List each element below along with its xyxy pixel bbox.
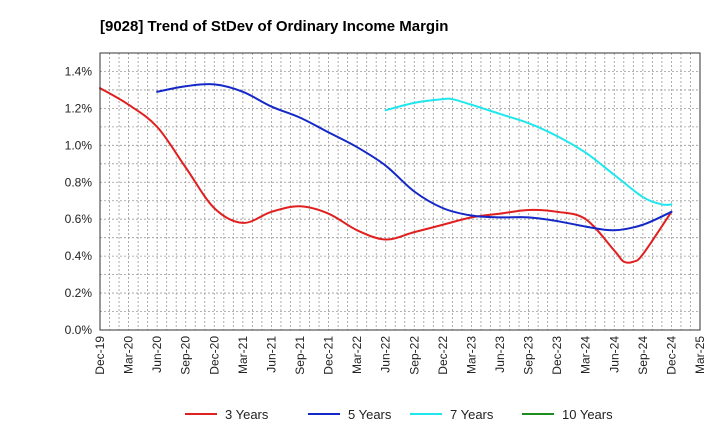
axis-layer: 0.0% 0.2% 0.4% 0.6% 0.8% 1.0% 1.2% 1.4% Dec-19 Ma… (65, 52, 707, 375)
x-tick-label: Sep-23 (522, 336, 536, 375)
x-tick-label: Jun-23 (493, 336, 507, 373)
y-tick-label: 0.8% (65, 175, 93, 189)
x-tick-label: Dec-23 (550, 336, 564, 375)
plot-border (99, 52, 701, 331)
series-line-5-years (156, 83, 673, 232)
x-tick-label: Mar-25 (693, 336, 707, 374)
legend-label-10-years: 10 Years (562, 407, 613, 422)
series-line-3-years (99, 87, 673, 264)
x-tick-label: Jun-22 (379, 336, 393, 373)
x-tick-label: Jun-24 (607, 336, 621, 373)
y-tick-label: 0.4% (65, 249, 93, 263)
x-tick-label: Mar-20 (122, 336, 136, 374)
chart-title: [9028] Trend of StDev of Ordinary Income… (100, 18, 448, 35)
x-tick-label: Dec-24 (664, 336, 678, 375)
x-tick-label: Jun-20 (150, 336, 164, 373)
x-tick-label: Mar-21 (236, 336, 250, 374)
legend-label-5-years: 5 Years (348, 407, 392, 422)
x-tick-label: Dec-20 (207, 336, 221, 375)
legend-label-7-years: 7 Years (450, 407, 494, 422)
x-tick-label: Jun-21 (264, 336, 278, 373)
legend-label-3-years: 3 Years (225, 407, 269, 422)
y-tick-label: 1.0% (65, 138, 93, 152)
x-tick-label: Sep-21 (293, 336, 307, 375)
x-tick-label: Sep-22 (407, 336, 421, 375)
x-tick-label: Sep-24 (636, 336, 650, 375)
x-tick-label: Dec-19 (93, 336, 107, 375)
y-tick-label: 0.0% (65, 323, 93, 337)
y-tick-label: 1.2% (65, 101, 93, 115)
y-tick-label: 1.4% (65, 64, 93, 78)
legend-layer: 3 Years 5 Years 7 Years 10 Years (185, 407, 613, 422)
series-line-7-years (384, 97, 673, 206)
y-tick-label: 0.6% (65, 212, 93, 226)
x-tick-label: Mar-23 (464, 336, 478, 374)
x-tick-label: Mar-22 (350, 336, 364, 374)
x-tick-label: Sep-20 (179, 336, 193, 375)
x-tick-label: Dec-22 (436, 336, 450, 375)
plot-area (100, 53, 700, 330)
grid-layer (100, 53, 700, 330)
x-tick-label: Mar-24 (579, 336, 593, 374)
x-tick-label: Dec-21 (322, 336, 336, 375)
series-layer (99, 83, 673, 264)
y-tick-label: 0.2% (65, 286, 93, 300)
